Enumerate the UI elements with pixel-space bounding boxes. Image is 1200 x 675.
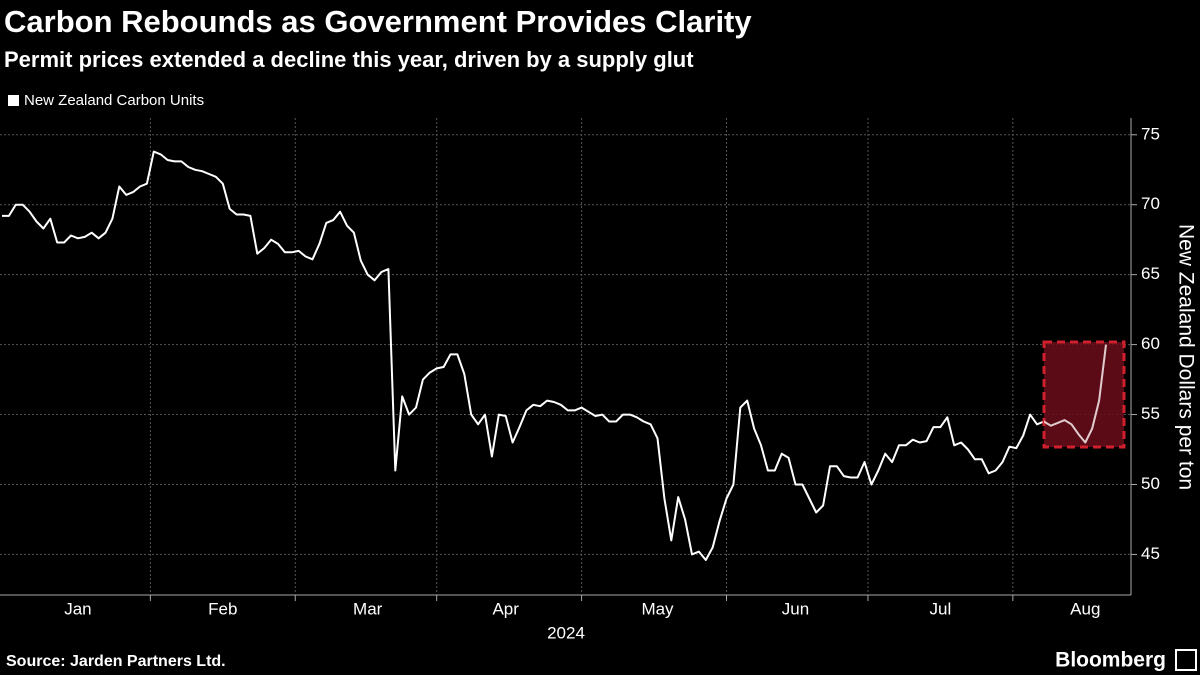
y-tick-label: 75 — [1141, 124, 1160, 143]
x-year-label: 2024 — [547, 623, 585, 642]
legend-swatch — [8, 95, 19, 106]
x-tick-label: Jun — [782, 599, 809, 618]
line-series — [2, 150, 1107, 561]
y-tick-label: 55 — [1141, 404, 1160, 423]
y-tick-label: 45 — [1141, 544, 1160, 563]
chart-subtitle: Permit prices extended a decline this ye… — [4, 47, 694, 72]
y-tick-label: 65 — [1141, 264, 1160, 283]
x-tick-label: Jan — [64, 599, 91, 618]
legend-label: New Zealand Carbon Units — [24, 92, 204, 109]
line-series — [1044, 344, 1107, 444]
x-tick-label: Apr — [492, 599, 519, 618]
plot: 45 50 55 60 65 70 75 Jan Feb Mar Apr May Jun Jul Aug — [0, 118, 1160, 618]
x-tick-label: Aug — [1070, 599, 1100, 618]
y-tick-label: 50 — [1141, 474, 1160, 493]
overlay — [1044, 344, 1107, 444]
y-tick-label: 70 — [1141, 194, 1160, 213]
brand-icon — [1175, 649, 1197, 671]
x-tick-label: Mar — [353, 599, 383, 618]
source: Source: Jarden Partners Ltd. — [6, 653, 226, 670]
y-tick-label: 60 — [1141, 334, 1160, 353]
x-tick-label: May — [641, 599, 674, 618]
chart-title: Carbon Rebounds as Government Provides C… — [4, 4, 752, 39]
x-tick-label: Jul — [930, 599, 952, 618]
brand: Bloomberg — [1055, 649, 1166, 672]
highlight-box — [1042, 340, 1126, 449]
highlight-line — [1044, 344, 1107, 444]
y-axis-label: New Zealand Dollars per ton — [1174, 224, 1197, 490]
x-tick-label: Feb — [208, 599, 237, 618]
